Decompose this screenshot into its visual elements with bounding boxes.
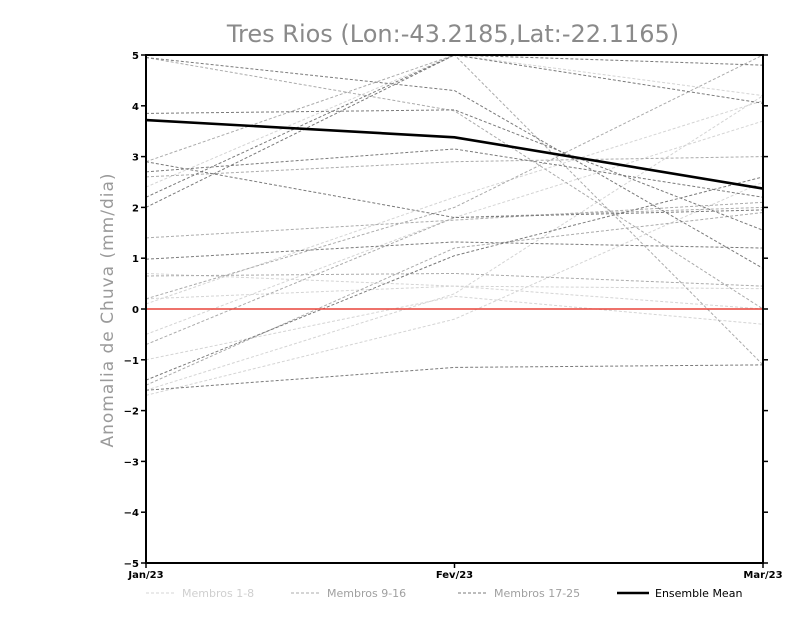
- member-series-line: [146, 364, 763, 391]
- y-tick-label: −2: [124, 407, 139, 418]
- ensemble-mean-line: [146, 118, 763, 190]
- member-series-line: [146, 57, 763, 310]
- legend-label: Ensemble Mean: [655, 587, 742, 600]
- member-series-line: [146, 161, 763, 219]
- member-series-line: [146, 55, 763, 366]
- y-tick-label: 5: [132, 51, 139, 62]
- member-series-line: [146, 120, 763, 335]
- member-series-line: [146, 109, 763, 231]
- y-tick-label: −4: [124, 508, 139, 519]
- member-series-line: [146, 156, 763, 178]
- x-tick-label: Fev/23: [436, 570, 473, 581]
- y-axis-label: Anomalia de Chuva (mm/dia): [98, 172, 118, 447]
- x-tick-label: Mar/23: [743, 570, 782, 581]
- y-tick-label: 4: [132, 102, 139, 113]
- member-series-line: [146, 55, 763, 208]
- member-series-line: [146, 241, 763, 260]
- y-tick-label: 1: [132, 254, 139, 265]
- member-series-line: [146, 272, 763, 290]
- member-series-line: [146, 272, 763, 287]
- legend-label: Membros 1-8: [182, 587, 254, 600]
- member-series-line: [146, 55, 763, 198]
- y-tick-label: 2: [132, 203, 139, 214]
- member-series-line: [146, 295, 763, 361]
- legend: Membros 1-8 Membros 9-16 Membros 17-25 Ense…: [146, 587, 742, 600]
- member-series-line: [146, 206, 763, 346]
- member-series-line: [146, 57, 763, 269]
- y-tick-label: −5: [124, 559, 139, 570]
- y-tick-label: −1: [124, 356, 139, 367]
- member-series-line: [146, 148, 763, 198]
- member-series-line: [146, 211, 763, 386]
- y-tick-label: 3: [132, 153, 139, 164]
- member-series-line: [146, 176, 763, 381]
- member-series-line: [146, 100, 763, 305]
- member-series-line: [146, 55, 763, 188]
- member-series-line: [146, 201, 763, 239]
- member-series-line: [146, 55, 763, 300]
- x-tick-label: Jan/23: [127, 570, 163, 581]
- member-series-line: [146, 95, 763, 391]
- plot-area: −5 −4 −3 −2 −1 0 1 2 3 4 5 Jan/23 Fev/23 Mar/23: [124, 51, 783, 581]
- y-tick-label: −3: [124, 457, 139, 468]
- member-series-line: [146, 181, 763, 396]
- y-tick-label: 0: [132, 305, 139, 316]
- legend-label: Membros 17-25: [494, 587, 580, 600]
- member-series-line: [146, 285, 763, 310]
- legend-label: Membros 9-16: [327, 587, 406, 600]
- chart-title: Tres Rios (Lon:-43.2185,Lat:-22.1165): [226, 20, 679, 48]
